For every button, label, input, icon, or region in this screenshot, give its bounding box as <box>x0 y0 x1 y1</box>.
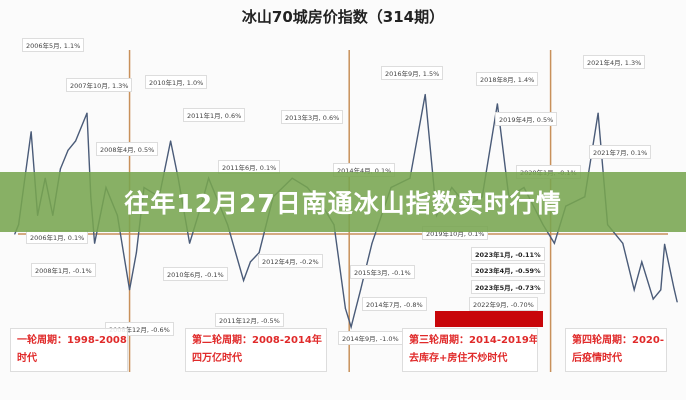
data-point <box>673 288 675 290</box>
headline-text: 往年12月27日南通冰山指数实时行情 <box>124 189 562 218</box>
data-point <box>676 301 678 303</box>
annotation-label: 2006年1月, 0.1% <box>26 230 89 244</box>
data-point <box>189 242 191 244</box>
data-point <box>67 149 69 151</box>
annotation-label: 2011年1月, 0.6% <box>183 108 246 122</box>
data-point <box>135 252 137 254</box>
annotation-label: 2015年3月, -0.1% <box>350 265 415 279</box>
annotation-label: 2021年4月, 1.3% <box>583 55 646 69</box>
data-point <box>242 279 245 282</box>
cycle-2-subtitle: 四万亿时代 <box>192 353 242 364</box>
data-point <box>622 242 624 244</box>
annotation-label: 2023年1月, -0.11% <box>471 247 545 261</box>
data-point <box>249 261 251 263</box>
data-point <box>258 252 260 254</box>
chart-title: 冰山70城房价指数（314期） <box>241 8 445 26</box>
cycle-1-title: 一轮周期：1998-2008年 <box>17 335 128 346</box>
headline-banner: 往年12月27日南通冰山指数实时行情 <box>0 172 686 232</box>
annotation-label: 2016年9月, 1.5% <box>381 66 444 80</box>
data-point <box>664 243 666 245</box>
annotation-label: 2010年6月, -0.1% <box>163 267 228 281</box>
data-point <box>424 93 426 96</box>
data-point <box>59 168 62 170</box>
cycle-box-2: 第二轮周期：2008-2014年 四万亿时代 <box>185 328 327 372</box>
cycle-3-title: 第三轮周期：2014-2019年 <box>409 335 538 346</box>
data-point <box>660 289 662 291</box>
highlight-red-box <box>435 311 543 327</box>
cycle-box-4: 第四轮周期：2020- 后疫情时代 <box>565 328 667 372</box>
annotation-label: 2023年5月, -0.73% <box>471 280 545 294</box>
data-point <box>14 233 16 235</box>
cycle-box-3: 第三轮周期：2014-2019年 去库存+房住不炒时代 <box>402 328 538 372</box>
annotation-label: 2021年7月, 0.1% <box>589 145 652 159</box>
data-point <box>30 131 32 133</box>
cycle-2-title: 第二轮周期：2008-2014年 <box>192 335 322 346</box>
annotation-label: 2006年5月, 1.1% <box>22 38 85 52</box>
cycle-3-subtitle: 去库存+房住不炒时代 <box>409 353 508 364</box>
data-point <box>94 242 96 244</box>
data-point <box>344 307 346 309</box>
annotation-label: 2013年3月, 0.6% <box>281 110 344 124</box>
data-point <box>128 289 131 291</box>
annotation-label: 2019年4月, 0.5% <box>495 112 558 126</box>
annotation-label: 2012年4月, -0.2% <box>258 254 323 268</box>
data-point <box>553 242 556 244</box>
data-point <box>86 112 88 114</box>
annotation-label: 2008年4月, 0.5% <box>96 142 159 156</box>
data-point <box>633 289 635 291</box>
data-point <box>170 140 172 142</box>
annotation-label: 2018年8月, 1.4% <box>476 72 539 86</box>
annotation-label: 2023年4月, -0.59% <box>471 263 545 277</box>
cycle-4-title: 第四轮周期：2020- <box>572 335 664 346</box>
data-point <box>360 289 362 291</box>
annotation-label: 2011年12月, -0.5% <box>215 313 284 327</box>
data-point <box>641 261 643 263</box>
cycle-box-1: 一轮周期：1998-2008年 时代 <box>10 328 128 372</box>
data-point <box>371 242 373 244</box>
data-point <box>597 112 599 114</box>
annotation-label: 2008年1月, -0.1% <box>31 263 96 277</box>
annotation-label: 2014年9月, -1.0% <box>338 331 403 345</box>
annotation-label: 2022年9月, -0.70% <box>469 297 538 311</box>
annotation-label: 2007年10月, 1.3% <box>66 78 133 92</box>
annotation-label: 2011年6月, 0.1% <box>218 160 281 174</box>
data-point <box>350 326 352 328</box>
data-point <box>652 298 654 300</box>
data-point <box>75 140 77 142</box>
cycle-1-subtitle: 时代 <box>17 353 37 364</box>
data-point <box>496 103 498 105</box>
annotation-label: 2014年7月, -0.8% <box>362 297 427 311</box>
annotation-label: 2010年1月, 1.0% <box>145 75 208 89</box>
cycle-4-subtitle: 后疫情时代 <box>572 353 622 364</box>
